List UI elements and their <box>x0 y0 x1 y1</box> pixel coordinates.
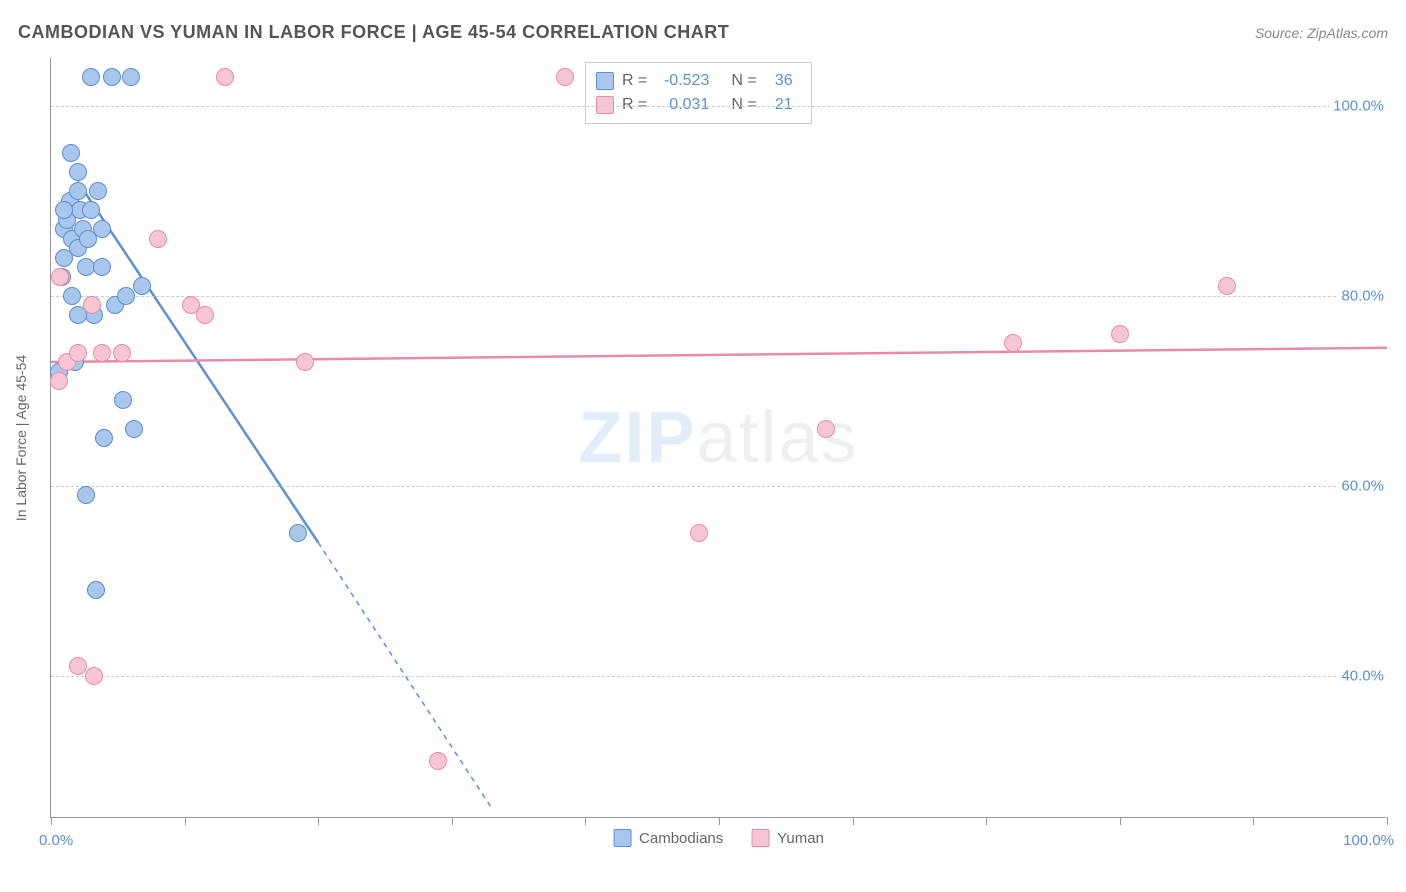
x-tick <box>318 817 319 825</box>
trend-lines-svg <box>51 58 1386 817</box>
series-legend-label: Cambodians <box>639 830 723 847</box>
y-axis-title: In Labor Force | Age 45-54 <box>13 354 29 520</box>
trend-line <box>51 348 1387 362</box>
y-tick-label: 100.0% <box>1329 97 1388 114</box>
data-point <box>82 201 100 219</box>
data-point <box>50 372 68 390</box>
x-tick <box>1253 817 1254 825</box>
chart-title: CAMBODIAN VS YUMAN IN LABOR FORCE | AGE … <box>18 22 729 43</box>
data-point <box>1218 277 1236 295</box>
data-point <box>122 68 140 86</box>
legend-n-value: 36 <box>765 72 793 90</box>
data-point <box>1111 325 1129 343</box>
data-point <box>55 201 73 219</box>
x-tick <box>1120 817 1121 825</box>
data-point <box>149 230 167 248</box>
data-point <box>69 182 87 200</box>
data-point <box>62 144 80 162</box>
series-legend: Cambodians Yuman <box>613 829 824 847</box>
data-point <box>51 268 69 286</box>
gridline <box>51 296 1386 297</box>
data-point <box>93 220 111 238</box>
data-point <box>133 277 151 295</box>
gridline <box>51 676 1386 677</box>
chart-source: Source: ZipAtlas.com <box>1255 25 1388 41</box>
data-point <box>125 420 143 438</box>
data-point <box>89 182 107 200</box>
x-tick <box>1387 817 1388 825</box>
data-point <box>429 752 447 770</box>
chart-plot-area: ZIPatlas In Labor Force | Age 45-54 0.0%… <box>50 58 1386 818</box>
data-point <box>69 657 87 675</box>
data-point <box>556 68 574 86</box>
data-point <box>87 581 105 599</box>
x-tick <box>719 817 720 825</box>
data-point <box>93 344 111 362</box>
data-point <box>1004 334 1022 352</box>
series-legend-label: Yuman <box>777 830 824 847</box>
data-point <box>690 524 708 542</box>
data-point <box>196 306 214 324</box>
data-point <box>289 524 307 542</box>
y-tick-label: 60.0% <box>1337 477 1388 494</box>
x-tick <box>51 817 52 825</box>
data-point <box>63 287 81 305</box>
data-point <box>114 391 132 409</box>
series-legend-item: Cambodians <box>613 829 723 847</box>
y-tick-label: 40.0% <box>1337 667 1388 684</box>
chart-header: CAMBODIAN VS YUMAN IN LABOR FORCE | AGE … <box>18 22 1388 43</box>
data-point <box>216 68 234 86</box>
x-axis-min-label: 0.0% <box>39 832 73 849</box>
data-point <box>69 163 87 181</box>
data-point <box>85 667 103 685</box>
data-point <box>83 296 101 314</box>
data-point <box>93 258 111 276</box>
gridline <box>51 106 1386 107</box>
x-tick <box>986 817 987 825</box>
legend-r-value: -0.523 <box>655 72 709 90</box>
data-point <box>77 486 95 504</box>
legend-n-label: N = <box>731 72 756 90</box>
data-point <box>296 353 314 371</box>
data-point <box>69 344 87 362</box>
legend-r-label: R = <box>622 72 647 90</box>
data-point <box>95 429 113 447</box>
gridline <box>51 486 1386 487</box>
series-legend-item: Yuman <box>751 829 824 847</box>
x-tick <box>853 817 854 825</box>
data-point <box>117 287 135 305</box>
x-tick <box>585 817 586 825</box>
x-tick <box>452 817 453 825</box>
data-point <box>817 420 835 438</box>
x-axis-max-label: 100.0% <box>1343 832 1394 849</box>
data-point <box>82 68 100 86</box>
x-tick <box>185 817 186 825</box>
legend-swatch <box>596 72 614 90</box>
data-point <box>113 344 131 362</box>
legend-swatch <box>613 829 631 847</box>
stats-legend: R =-0.523N =36R =0.031N =21 <box>585 62 812 124</box>
data-point <box>103 68 121 86</box>
y-tick-label: 80.0% <box>1337 287 1388 304</box>
stats-legend-row: R = -0.523 N = 36 <box>596 69 793 93</box>
legend-swatch <box>751 829 769 847</box>
data-point <box>55 249 73 267</box>
